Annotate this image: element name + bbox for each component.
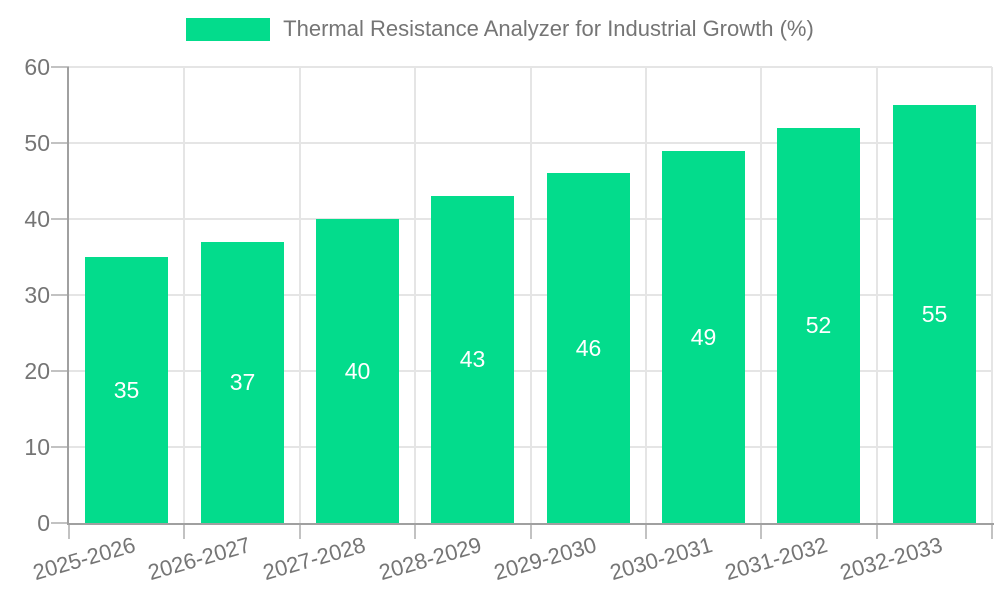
legend[interactable]: Thermal Resistance Analyzer for Industri… [0, 16, 1000, 42]
y-axis-tick [51, 66, 69, 68]
gridline [183, 67, 185, 523]
gridline [414, 67, 416, 523]
gridline [991, 67, 993, 523]
y-axis-tick-label: 50 [24, 130, 50, 156]
x-axis-tick-label: 2029-2030 [490, 532, 599, 586]
bar[interactable]: 43 [431, 196, 514, 523]
bar[interactable]: 52 [777, 128, 860, 523]
gridline [299, 67, 301, 523]
bar-value-label: 55 [921, 300, 948, 327]
legend-swatch [186, 17, 271, 41]
x-axis-tick [760, 524, 762, 539]
x-axis-tick [414, 524, 416, 539]
y-axis-tick-label: 40 [24, 206, 50, 232]
bar[interactable]: 46 [547, 173, 630, 523]
y-axis-tick-label: 20 [24, 358, 50, 384]
x-axis-tick-label: 2028-2029 [375, 532, 484, 586]
x-axis-tick [183, 524, 185, 539]
y-axis-tick [51, 218, 69, 220]
bar[interactable]: 35 [85, 257, 168, 523]
x-axis-tick-label: 2032-2033 [836, 532, 945, 586]
bar[interactable]: 49 [662, 151, 745, 523]
gridline [760, 67, 762, 523]
bar-value-label: 46 [575, 334, 602, 361]
y-axis-line [67, 67, 69, 525]
x-axis-tick-label: 2031-2032 [721, 532, 830, 586]
y-axis-tick [51, 446, 69, 448]
y-axis-tick-label: 10 [24, 434, 50, 460]
x-axis-tick-label: 2026-2027 [144, 532, 253, 586]
x-axis-tick [991, 524, 993, 539]
x-axis-tick-label: 2027-2028 [259, 532, 368, 586]
x-axis-tick [876, 524, 878, 539]
y-axis-tick-label: 30 [24, 282, 50, 308]
x-axis-tick [530, 524, 532, 539]
gridline [645, 67, 647, 523]
y-axis-tick [51, 294, 69, 296]
legend-label: Thermal Resistance Analyzer for Industri… [283, 16, 814, 41]
y-axis-tick [51, 522, 69, 524]
gridline [530, 67, 532, 523]
bar[interactable]: 55 [893, 105, 976, 523]
gridline [876, 67, 878, 523]
bar-value-label: 35 [113, 376, 140, 403]
x-axis-line [67, 523, 994, 525]
bar-value-label: 43 [459, 346, 486, 372]
x-axis-tick [299, 524, 301, 539]
bar-value-label: 52 [805, 312, 832, 338]
y-axis-tick-label: 60 [24, 54, 50, 80]
x-axis-tick-label: 2030-2031 [606, 532, 715, 586]
bar[interactable]: 37 [201, 242, 284, 523]
y-axis-tick-label: 0 [37, 510, 50, 536]
x-axis-tick-label: 2025-2026 [29, 532, 138, 586]
x-axis-tick [645, 524, 647, 539]
bar-value-label: 37 [229, 369, 256, 395]
bar-value-label: 49 [690, 323, 717, 350]
bar-value-label: 40 [344, 357, 371, 384]
y-axis-tick [51, 370, 69, 372]
y-axis-tick [51, 142, 69, 144]
x-axis-tick [68, 524, 70, 539]
bar[interactable]: 40 [316, 219, 399, 523]
